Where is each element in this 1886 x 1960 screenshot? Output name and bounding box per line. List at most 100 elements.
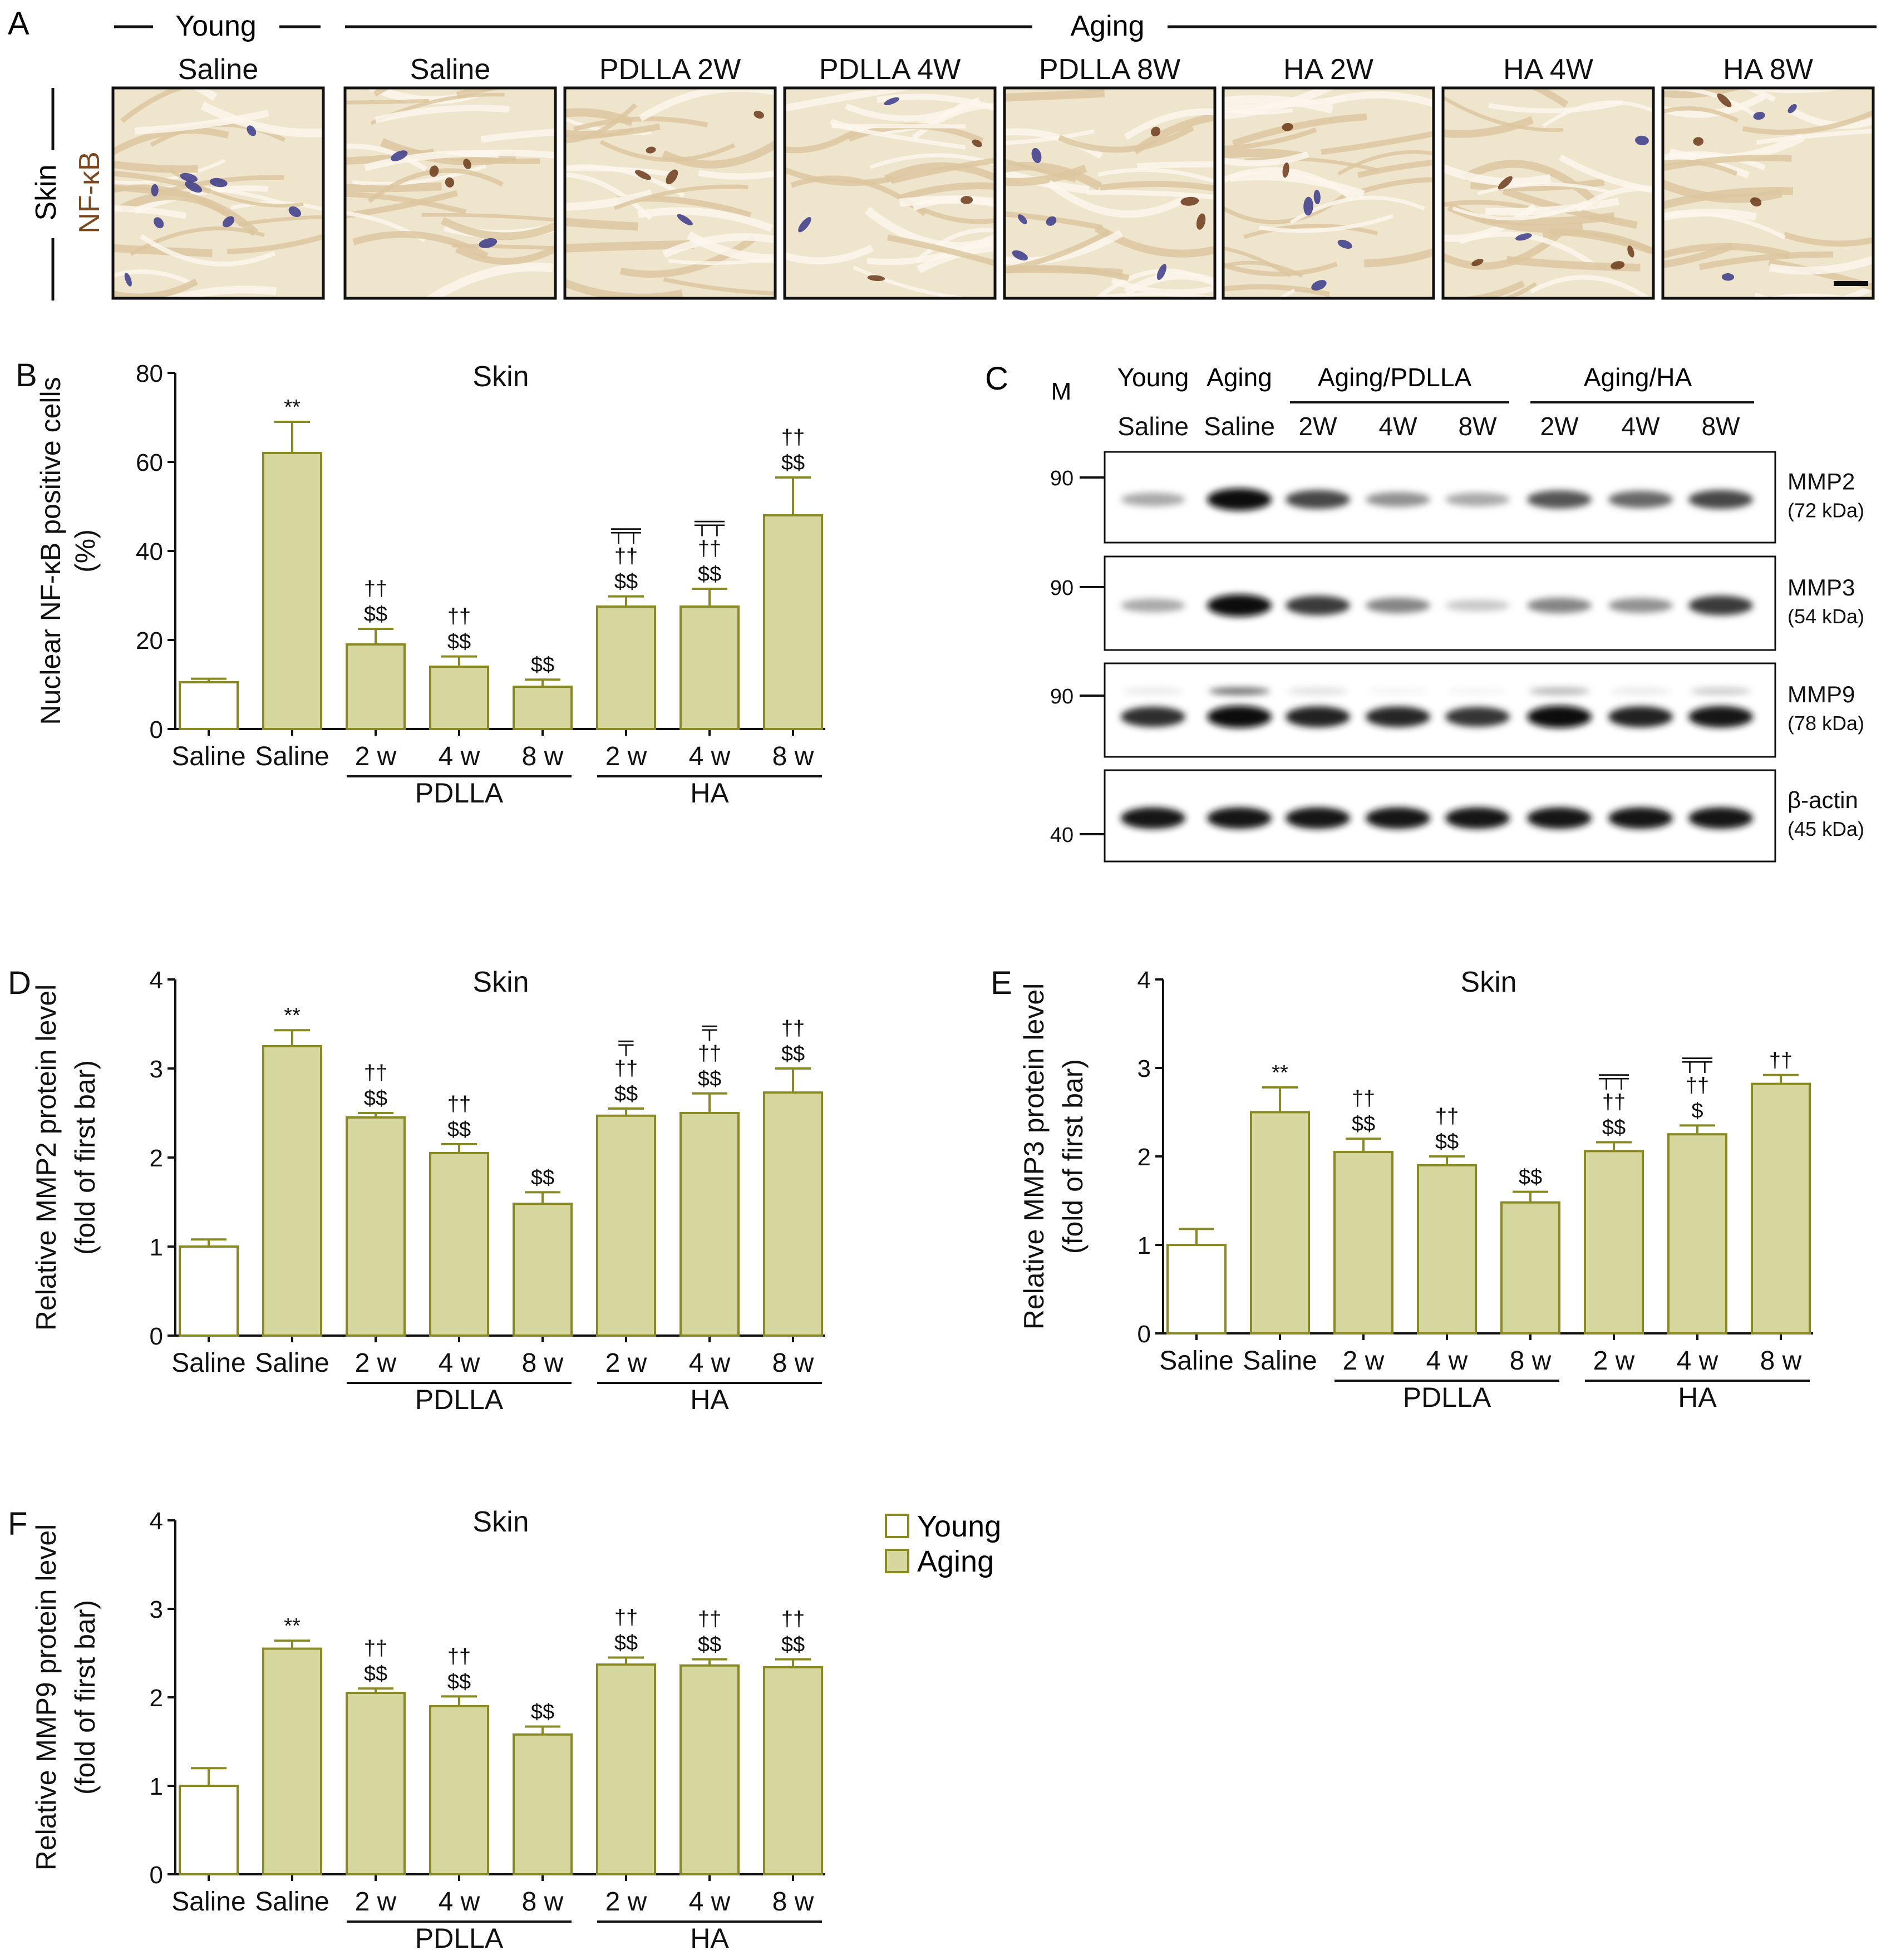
nucleus [288, 206, 302, 218]
collagen-fiber [440, 217, 555, 240]
collagen-fiber [565, 218, 638, 231]
group-header-aging-pdlla: Aging/PDLLA [1318, 363, 1471, 392]
group-header-aging-ha: Aging/HA [1584, 363, 1692, 392]
significance-marker: †† [698, 1608, 721, 1631]
collagen-fiber [1500, 282, 1538, 298]
y-tick-label: 2 [150, 1685, 163, 1712]
x-tick-label: 2 w [355, 1348, 397, 1378]
y-tick-label: 1 [1137, 1232, 1151, 1259]
y-tick-label: 0 [1137, 1321, 1151, 1348]
nucleus [677, 214, 693, 226]
x-tick-label: Saline [171, 1348, 245, 1378]
nucleus [151, 184, 159, 196]
x-tick-label: 2 w [605, 1348, 647, 1378]
micrograph-tile [563, 86, 777, 300]
micrograph-content [1223, 88, 1434, 298]
collagen-fiber [1124, 272, 1215, 296]
micrograph-frame [563, 86, 777, 300]
collagen-fiber [1223, 148, 1303, 161]
bar [429, 1152, 489, 1337]
y-tick-label: 3 [150, 1596, 163, 1623]
chart-title: Skin [472, 966, 529, 998]
significance-marker: †† [781, 426, 805, 449]
y-tick-label: 1 [150, 1773, 163, 1800]
collagen-fiber [1259, 214, 1394, 233]
panel-letter: F [8, 1506, 27, 1542]
bar [262, 1647, 322, 1876]
collagen-fiber [1321, 131, 1434, 155]
panel-letter: D [8, 965, 31, 1001]
group-header-aging: Aging [1207, 363, 1272, 392]
nucleus [646, 146, 656, 154]
micrograph-tile [1003, 86, 1217, 300]
x-tick-label: 2 w [605, 742, 647, 771]
collagen-fiber [1223, 284, 1331, 297]
bar [1751, 1082, 1811, 1334]
blot-band [1366, 807, 1430, 829]
collagen-fiber [1768, 258, 1873, 291]
significance-marker: †† [698, 1042, 721, 1065]
significance-marker: $ [1691, 1099, 1703, 1122]
x-tick-label: 2 w [355, 1887, 397, 1917]
nucleus [961, 196, 973, 204]
legend-swatch-young [885, 1514, 909, 1538]
nucleus [124, 272, 132, 287]
collagen-fiber [1443, 200, 1529, 210]
nucleus [634, 170, 652, 180]
micrograph-label: PDLLA 8W [1039, 53, 1180, 86]
bar [262, 1045, 322, 1337]
collagen-fiber [1698, 251, 1833, 270]
blot-lane-label: 4W [1379, 412, 1418, 441]
collagen-fiber [1443, 95, 1564, 132]
significance-marker: $$ [698, 563, 721, 586]
collagen-fiber [1663, 242, 1734, 268]
nucleus [1753, 111, 1765, 120]
blot-band [1527, 490, 1592, 509]
collagen-fiber [637, 207, 774, 232]
collagen-fiber [1485, 198, 1619, 216]
collagen-fiber [1057, 125, 1194, 153]
bar [596, 605, 656, 730]
collagen-fiber [698, 170, 775, 180]
collagen-fiber [1742, 110, 1873, 135]
nucleus [1721, 273, 1735, 281]
nucleus [1012, 250, 1028, 261]
blot-band [1366, 706, 1430, 727]
collagen-fiber [1362, 177, 1434, 194]
blot-protein-label: MMP3 [1787, 574, 1855, 600]
legend-swatch-aging [885, 1549, 909, 1573]
micrograph-content [565, 88, 775, 298]
collagen-fiber [113, 127, 229, 156]
y-tick-label: 2 [150, 1145, 163, 1172]
x-tick-label: 2 w [355, 742, 397, 771]
significance-marker: †† [614, 1057, 638, 1080]
bar [1333, 1151, 1393, 1335]
x-tick-label: 8 w [772, 1348, 814, 1378]
bar [179, 1785, 239, 1875]
significance-marker: ** [1272, 1061, 1288, 1085]
bar [763, 1666, 823, 1875]
blot-lane-label: 4W [1622, 412, 1661, 441]
blot-band [1286, 807, 1350, 829]
collagen-fiber [1100, 292, 1215, 298]
nucleus [209, 178, 228, 188]
significance-marker: ╤╤ [1598, 1065, 1629, 1090]
collagen-fiber [785, 127, 859, 154]
blot-band [1445, 493, 1510, 506]
nucleus [222, 216, 235, 228]
panel-a-letter: A [8, 6, 29, 42]
nucleus [185, 181, 203, 193]
collagen-fiber [1357, 159, 1434, 178]
collagen-fiber [1364, 248, 1434, 268]
blot-band [1207, 488, 1272, 511]
collagen-fiber [1452, 200, 1588, 221]
significance-marker: $$ [531, 1166, 554, 1189]
collagen-fiber [1443, 231, 1562, 270]
collagen-fiber [1223, 127, 1317, 151]
collagen-fiber [1097, 168, 1215, 184]
significance-marker: †† [614, 545, 638, 568]
significance-marker: $$ [531, 1700, 554, 1723]
aging-header: Aging [1071, 10, 1145, 42]
significance-marker: †† [1769, 1049, 1793, 1072]
marker-value: 90 [1050, 577, 1074, 600]
